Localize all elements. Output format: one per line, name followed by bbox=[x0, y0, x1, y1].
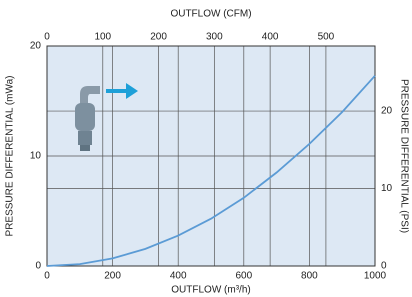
x2-tick-label: 100 bbox=[94, 32, 111, 43]
y2-tick-label: 10 bbox=[381, 183, 393, 194]
x2-tick-label: 200 bbox=[150, 32, 167, 43]
x-tick-label: 200 bbox=[104, 271, 121, 282]
x-tick-label: 400 bbox=[170, 271, 187, 282]
x-tick-label: 1000 bbox=[364, 271, 387, 282]
y-tick-label: 20 bbox=[30, 41, 42, 52]
y2-axis-title: PRESSURE DIFFERENTIAL (PSI) bbox=[398, 79, 409, 233]
x2-tick-label: 400 bbox=[262, 32, 279, 43]
y2-tick-label: 0 bbox=[381, 261, 387, 272]
y-tick-label: 0 bbox=[35, 261, 41, 272]
y-tick-label: 10 bbox=[30, 151, 42, 162]
x-tick-label: 600 bbox=[235, 271, 252, 282]
x2-axis-title: OUTFLOW (CFM) bbox=[170, 9, 251, 20]
x2-tick-label: 300 bbox=[206, 32, 223, 43]
x2-tick-label: 500 bbox=[318, 32, 335, 43]
x-tick-label: 800 bbox=[301, 271, 318, 282]
y2-tick-label: 20 bbox=[381, 106, 393, 117]
y-axis-title: PRESSURE DIFFERENTIAL (mWa) bbox=[5, 76, 16, 237]
chart: OUTFLOW (CFM) OUTFLOW (m³/h) PRESSURE DI… bbox=[0, 0, 412, 297]
x2-tick-label: 0 bbox=[44, 32, 50, 43]
x-tick-label: 0 bbox=[44, 271, 50, 282]
x-axis-title: OUTFLOW (m³/h) bbox=[171, 285, 250, 296]
